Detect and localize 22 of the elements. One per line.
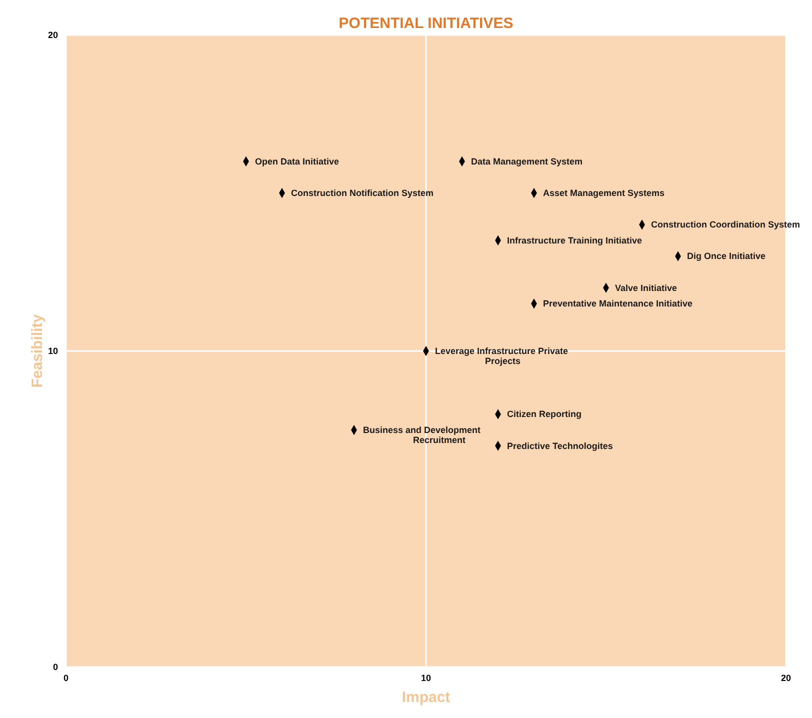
annotation: Valve Initiative xyxy=(615,282,678,293)
y-axis-title: Feasibility xyxy=(29,314,46,388)
annotation: Business and Development Recruitment xyxy=(363,425,481,445)
annotation: Preventative Maintenance Initiative xyxy=(543,298,693,309)
annotation: Construction Coordination System xyxy=(651,220,800,230)
y-tick-label: 10 xyxy=(48,346,58,356)
annotation: Infrastructure Training Initiative xyxy=(507,235,642,246)
annotation: Construction Notification System xyxy=(291,188,434,198)
x-tick-label: 20 xyxy=(780,673,792,683)
chart-title: POTENTIAL INITIATIVES xyxy=(338,15,514,32)
annotation: Citizen Reporting xyxy=(507,409,582,420)
annotation: Dig Once Initiative xyxy=(687,251,766,262)
x-tick-label: 10 xyxy=(420,673,432,683)
annotation: Open Data Initiative xyxy=(255,156,340,166)
y-tick-label: 0 xyxy=(52,662,58,672)
y-tick-label: 20 xyxy=(48,30,58,40)
x-axis-title: Impact xyxy=(402,689,450,706)
annotation: Leverage Infrastructure Private Projects xyxy=(435,346,568,366)
annotation: Predictive Technologites xyxy=(507,440,613,451)
annotation: Asset Management Systems xyxy=(543,188,665,198)
annotation: Data Management System xyxy=(471,156,583,166)
x-tick-label: 0 xyxy=(63,673,69,683)
